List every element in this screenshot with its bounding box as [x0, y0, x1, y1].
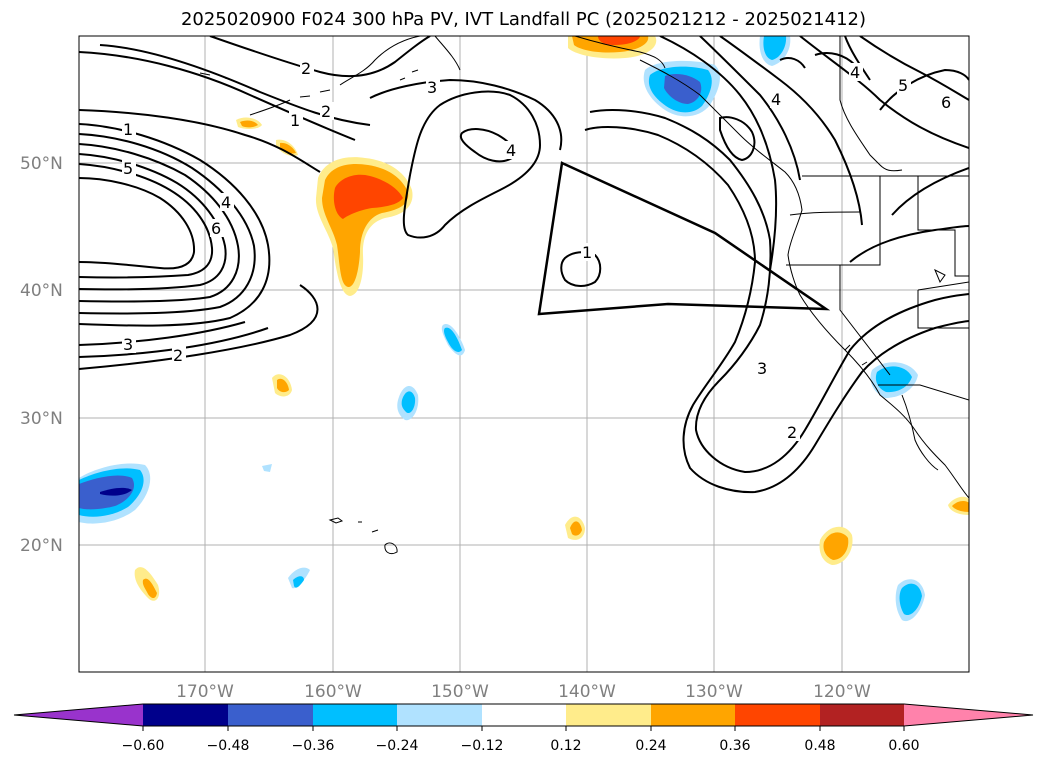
- colorbar-swatch: [482, 704, 566, 726]
- colorbar-swatch: [228, 704, 313, 726]
- contour-label: 2: [301, 59, 311, 78]
- colorbar-tick: −0.60: [122, 738, 165, 754]
- lon-label: 160°W: [304, 682, 362, 702]
- lon-label: 120°W: [813, 682, 871, 702]
- colorbar-tick: 0.36: [719, 738, 750, 754]
- contour-label: 6: [211, 219, 221, 238]
- colorbar: −0.60 −0.48 −0.36 −0.24 −0.12 0.12 0.24 …: [13, 703, 1034, 754]
- map-frame: [78, 35, 970, 673]
- colorbar-tick: 0.60: [888, 738, 919, 754]
- contour-label: 4: [850, 63, 860, 82]
- contour-label: 5: [123, 159, 133, 178]
- colorbar-tick: 0.24: [635, 738, 666, 754]
- contour-label: 4: [221, 193, 231, 212]
- contour-label: 4: [771, 90, 781, 109]
- map-area: [79, 36, 969, 672]
- colorbar-tick: −0.36: [292, 738, 335, 754]
- landfall-region: [537, 161, 831, 316]
- map-title: 2025020900 F024 300 hPa PV, IVT Landfall…: [180, 9, 867, 30]
- lat-label: 50°N: [20, 154, 63, 174]
- lon-label: 130°W: [685, 682, 743, 702]
- lon-label: 170°W: [176, 682, 234, 702]
- colorbar-tick: −0.48: [207, 738, 250, 754]
- colorbar-over: [904, 704, 1033, 726]
- borders: [786, 36, 969, 401]
- lon-label: 140°W: [558, 682, 616, 702]
- contour-label: 1: [290, 111, 300, 130]
- latitude-labels: 50°N 40°N 30°N 20°N: [20, 154, 63, 556]
- contour-label: 2: [787, 423, 797, 442]
- lat-label: 20°N: [20, 536, 63, 556]
- longitude-labels: 170°W 160°W 150°W 140°W 130°W 120°W: [176, 682, 871, 702]
- colorbar-tick: −0.24: [376, 738, 419, 754]
- colorbar-swatch: [651, 704, 735, 726]
- contour-label: 2: [321, 102, 331, 121]
- colorbar-swatch: [143, 704, 228, 726]
- colorbar-swatch: [566, 704, 651, 726]
- colorbar-swatch: [735, 704, 820, 726]
- coastlines: [199, 36, 969, 555]
- colorbar-tick: 0.12: [550, 738, 581, 754]
- contour-label: 4: [506, 141, 516, 160]
- contour-label: 3: [757, 359, 767, 378]
- lat-label: 30°N: [20, 409, 63, 429]
- contour-label: 3: [427, 78, 437, 97]
- contour-label: 6: [941, 93, 951, 112]
- colorbar-tick: −0.12: [461, 738, 504, 754]
- colorbar-swatch: [397, 704, 482, 726]
- pv-shading: [79, 36, 969, 622]
- colorbar-tick: 0.48: [804, 738, 835, 754]
- contour-label: 3: [123, 335, 133, 354]
- lon-label: 150°W: [431, 682, 489, 702]
- contour-label: 1: [123, 120, 133, 139]
- lat-label: 40°N: [20, 281, 63, 301]
- contour-label: 2: [173, 346, 183, 365]
- colorbar-swatch: [313, 704, 397, 726]
- contour-label: 5: [898, 76, 908, 95]
- colorbar-under: [14, 704, 143, 726]
- contour-label: 1: [582, 243, 592, 262]
- contour-labels: 1 2 3 4 5 6 2 1 3 4 2 1 3 2: [122, 59, 954, 442]
- colorbar-swatch: [820, 704, 904, 726]
